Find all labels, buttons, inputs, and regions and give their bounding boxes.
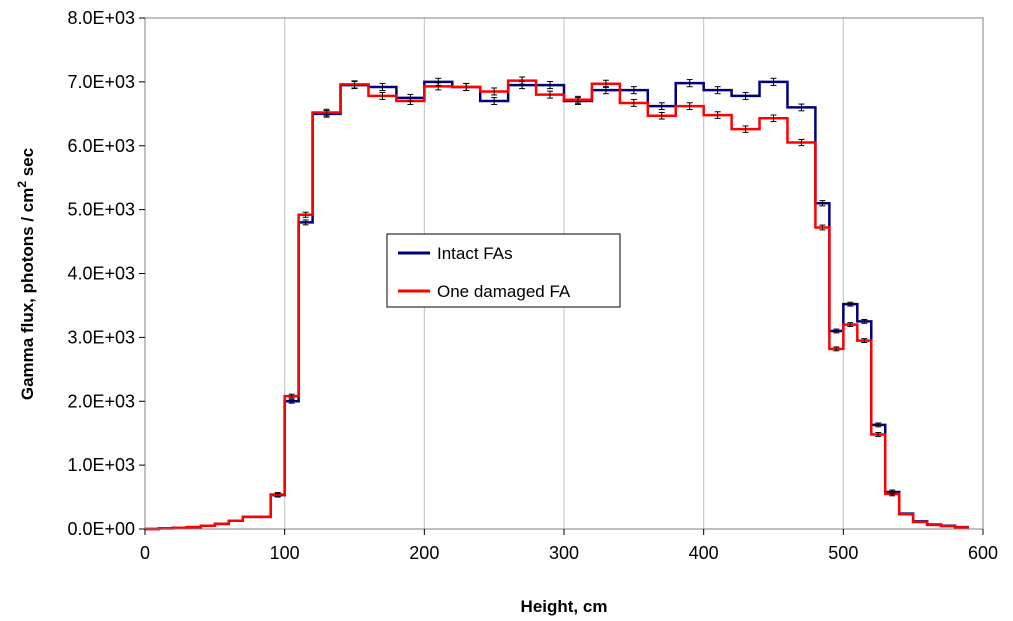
y-tick-label: 0.0E+00 bbox=[67, 519, 135, 539]
error-bar bbox=[602, 79, 609, 88]
x-tick-label: 100 bbox=[270, 543, 300, 563]
series-line-damaged bbox=[145, 79, 970, 531]
series-layer bbox=[145, 79, 970, 531]
error-bar bbox=[742, 125, 749, 133]
legend-label-damaged: One damaged FA bbox=[437, 282, 571, 301]
error-bar bbox=[819, 200, 826, 207]
error-bar bbox=[742, 91, 749, 100]
legend-box bbox=[386, 233, 621, 308]
y-tick-label: 5.0E+03 bbox=[67, 200, 135, 220]
error-bar bbox=[658, 102, 665, 111]
error-bar bbox=[351, 80, 358, 89]
error-bar bbox=[379, 82, 386, 92]
y-axis-title-superscript: 2 bbox=[15, 181, 29, 188]
error-bar bbox=[714, 86, 721, 95]
x-tick-label: 200 bbox=[409, 543, 439, 563]
error-bar bbox=[274, 492, 281, 497]
error-bar bbox=[288, 393, 295, 399]
error-bar bbox=[491, 97, 498, 105]
error-bar bbox=[574, 95, 581, 104]
y-tick-label: 3.0E+03 bbox=[67, 327, 135, 347]
error-bar bbox=[491, 87, 498, 96]
error-bar bbox=[875, 432, 882, 437]
error-bar bbox=[833, 346, 840, 352]
error-bar bbox=[288, 398, 295, 404]
error-bar bbox=[770, 77, 777, 86]
error-bar bbox=[875, 422, 882, 428]
error-bar bbox=[861, 338, 868, 343]
y-tick-label: 8.0E+03 bbox=[67, 8, 135, 28]
error-bar bbox=[547, 81, 554, 90]
legend-label-intact: Intact FAs bbox=[437, 244, 513, 263]
error-bar bbox=[379, 91, 386, 100]
y-tick-label: 4.0E+03 bbox=[67, 264, 135, 284]
x-axis-title: Height, cm bbox=[521, 597, 608, 616]
error-bar bbox=[302, 219, 309, 226]
y-tick-label: 1.0E+03 bbox=[67, 455, 135, 475]
x-tick-label: 300 bbox=[549, 543, 579, 563]
error-bar bbox=[547, 90, 554, 99]
error-bar bbox=[323, 108, 330, 117]
error-bar bbox=[463, 82, 470, 92]
error-bar bbox=[658, 111, 665, 120]
error-bar bbox=[714, 111, 721, 119]
error-bar bbox=[889, 491, 896, 497]
error-bar bbox=[630, 99, 637, 107]
y-axis-ticks: 0.0E+00 1.0E+03 2.0E+03 3.0E+03 4.0E+03 5.0E+… bbox=[67, 8, 145, 539]
error-bar bbox=[847, 301, 854, 307]
error-bar bbox=[819, 224, 826, 231]
x-tick-label: 500 bbox=[828, 543, 858, 563]
x-axis-ticks: 0 100 200 300 400 500 600 bbox=[140, 529, 998, 563]
y-axis-title-main: Gamma flux, photons / cm bbox=[18, 188, 37, 401]
error-bars bbox=[274, 76, 896, 498]
legend: Intact FAs One damaged FA bbox=[386, 233, 621, 308]
error-bar bbox=[686, 102, 693, 111]
error-bar bbox=[302, 211, 309, 218]
y-tick-label: 2.0E+03 bbox=[67, 391, 135, 411]
y-axis-title-tail: sec bbox=[18, 148, 37, 181]
error-bar bbox=[630, 86, 637, 95]
x-tick-label: 400 bbox=[689, 543, 719, 563]
error-bar bbox=[770, 114, 777, 123]
error-bar bbox=[686, 79, 693, 88]
error-bar bbox=[798, 138, 805, 147]
x-tick-label: 0 bbox=[140, 543, 150, 563]
error-bar bbox=[861, 318, 868, 324]
error-bar bbox=[833, 328, 840, 334]
error-bar bbox=[407, 97, 414, 105]
y-tick-label: 6.0E+03 bbox=[67, 136, 135, 156]
y-axis-title: Gamma flux, photons / cm2 sec bbox=[15, 148, 37, 400]
x-tick-label: 600 bbox=[968, 543, 998, 563]
y-tick-label: 7.0E+03 bbox=[67, 72, 135, 92]
error-bar bbox=[847, 322, 854, 328]
error-bar bbox=[435, 82, 442, 91]
error-bar bbox=[798, 103, 805, 112]
error-bar bbox=[519, 76, 526, 85]
